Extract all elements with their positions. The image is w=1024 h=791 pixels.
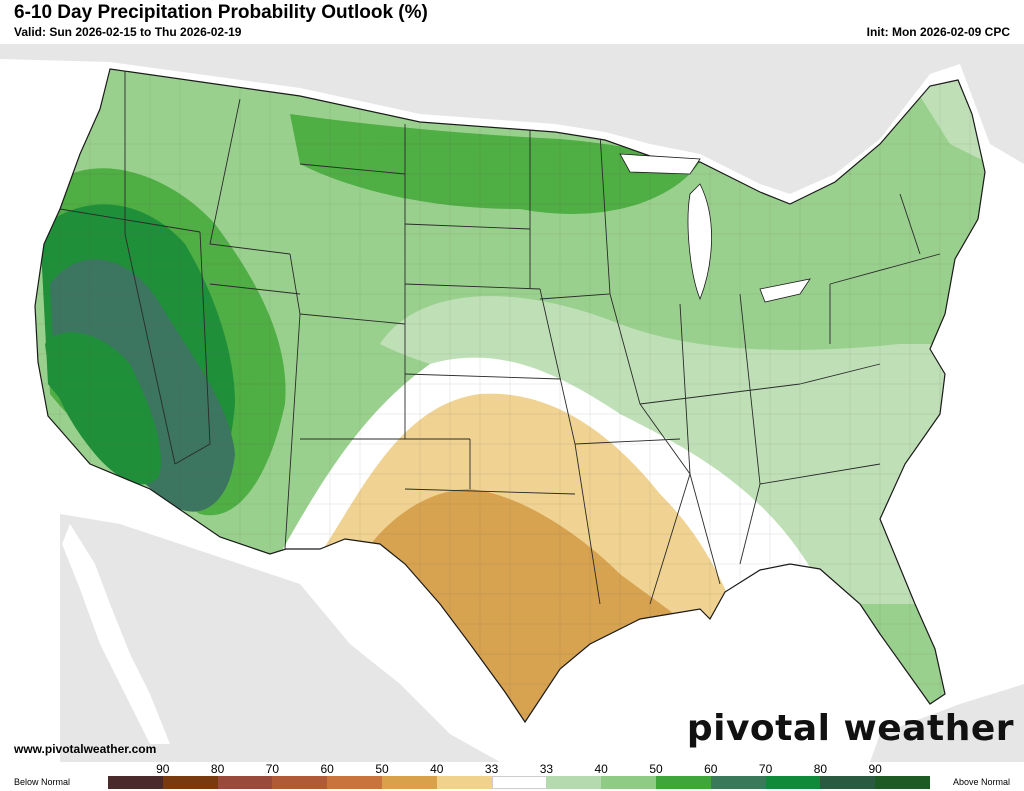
legend-swatch xyxy=(765,776,821,789)
legend-swatch xyxy=(327,776,383,789)
website-url[interactable]: www.pivotalweather.com xyxy=(14,742,157,756)
legend-swatch xyxy=(710,776,767,789)
legend-swatch xyxy=(601,776,657,789)
legend-swatch xyxy=(820,776,876,789)
contour-green-60-california xyxy=(45,332,161,485)
legend-swatch xyxy=(546,776,602,789)
legend-swatch xyxy=(382,776,438,789)
legend-swatch xyxy=(108,776,164,789)
legend-swatch xyxy=(656,776,712,789)
mexico-land xyxy=(60,514,500,762)
legend-swatch xyxy=(272,776,328,789)
legend-tick-label: 33 xyxy=(484,762,499,776)
legend-tick-label: 60 xyxy=(704,762,718,776)
map-canvas xyxy=(0,44,1024,762)
legend-tick-label: 70 xyxy=(265,762,280,776)
legend-tick-label: 90 xyxy=(868,762,882,776)
legend-tick-label: 50 xyxy=(375,762,389,776)
legend-tick-label: 70 xyxy=(758,762,773,776)
valid-period: Valid: Sun 2026-02-15 to Thu 2026-02-19 xyxy=(14,25,242,39)
legend-swatch xyxy=(436,776,493,789)
legend-above-normal-label: Above Normal xyxy=(952,777,1010,787)
legend-swatch xyxy=(491,776,547,789)
legend-tick-label: 80 xyxy=(210,762,225,776)
county-lines xyxy=(35,69,985,722)
state-borders xyxy=(59,69,941,605)
header: 6-10 Day Precipitation Probability Outlo… xyxy=(0,0,1024,44)
legend-tick-label: 33 xyxy=(539,762,554,776)
map-title: 6-10 Day Precipitation Probability Outlo… xyxy=(14,2,428,23)
legend-swatches xyxy=(0,776,1024,789)
gulf-of-california xyxy=(62,524,170,744)
legend-tick-label: 80 xyxy=(813,762,828,776)
init-time: Init: Mon 2026-02-09 CPC xyxy=(866,25,1010,39)
canada-land xyxy=(0,44,1024,194)
legend-swatch xyxy=(162,776,219,789)
contour-green-50-north xyxy=(290,114,700,214)
legend-tick-label: 40 xyxy=(594,762,608,776)
legend-tick-label: 50 xyxy=(649,762,663,776)
legend-below-normal-label: Below Normal xyxy=(14,777,71,787)
lake-michigan xyxy=(687,183,712,301)
color-legend: 90 80 70 60 50 40 33 33 40 50 60 70 80 90 Below Norma… xyxy=(0,762,1024,791)
pivotal-weather-logo: pivotal weather xyxy=(686,708,1014,749)
legend-swatch xyxy=(875,776,931,789)
legend-tick-label: 90 xyxy=(156,762,170,776)
contour-green-70-west xyxy=(50,259,235,512)
lake-erie xyxy=(759,278,811,303)
lake-superior xyxy=(619,153,701,175)
legend-tick-label: 60 xyxy=(320,762,334,776)
caribbean-land xyxy=(870,684,1024,762)
legend-tick-label: 40 xyxy=(430,762,444,776)
precipitation-map xyxy=(0,44,1024,762)
legend-ticks: 90 80 70 60 50 40 33 33 40 50 60 70 80 90 xyxy=(0,762,1024,776)
legend-swatch xyxy=(217,776,273,789)
